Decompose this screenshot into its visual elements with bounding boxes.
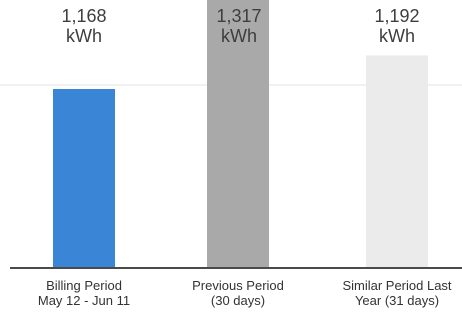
bar-2	[207, 0, 269, 269]
value-label-2-unit: kWh	[221, 26, 257, 46]
category-label-3-line-2: Year (31 days)	[355, 293, 439, 308]
category-label-1-line-1: Billing Period	[46, 278, 122, 293]
category-label-3-line-1: Similar Period Last	[342, 278, 451, 293]
category-label-2-line-2: (30 days)	[211, 293, 265, 308]
value-label-2-number: 1,317	[216, 6, 261, 26]
value-label-3-number: 1,192	[374, 6, 419, 26]
category-label-1-line-2: May 12 - Jun 11	[38, 293, 130, 308]
category-label-2-line-1: Previous Period	[192, 278, 284, 293]
value-label-3-unit: kWh	[379, 26, 415, 46]
bar-1	[53, 89, 115, 268]
value-label-1-number: 1,168	[61, 6, 106, 26]
value-label-1-unit: kWh	[66, 26, 102, 46]
bars-layer	[53, 0, 428, 269]
bar-3	[366, 55, 428, 269]
